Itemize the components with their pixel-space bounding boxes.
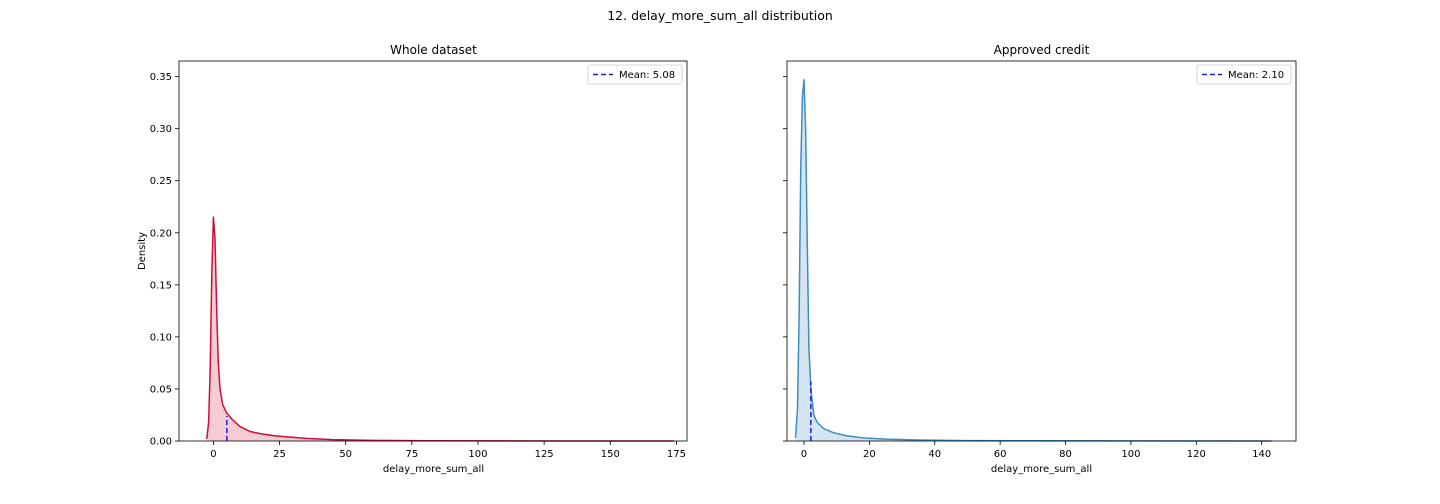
y-tick-label: 0.20	[150, 228, 172, 239]
x-tick-label: 100	[1121, 449, 1140, 460]
x-tick-label: 120	[1187, 449, 1206, 460]
x-tick-label: 50	[339, 449, 352, 460]
legend-mean-label: Mean: 5.08	[619, 70, 675, 81]
chart-panel-whole-dataset: Whole dataset delay_more_sum_all Density…	[137, 43, 688, 475]
density-line	[206, 216, 674, 442]
legend: Mean: 2.10	[1196, 64, 1292, 85]
y-tick-label: 0.00	[150, 437, 172, 448]
x-tick-label: 140	[1252, 449, 1271, 460]
x-tick-label: 25	[273, 449, 286, 460]
chart-panel-approved-credit: Approved credit delay_more_sum_all 0 20 40…	[783, 43, 1297, 475]
figure-suptitle: 12. delay_more_sum_all distribution	[607, 8, 833, 23]
x-tick-label: 60	[994, 449, 1007, 460]
legend-box	[1196, 64, 1292, 85]
x-tick-label: 40	[928, 449, 941, 460]
x-axis-label: delay_more_sum_all	[991, 464, 1092, 475]
density-fill	[206, 217, 674, 441]
y-tick-label: 0.15	[150, 280, 172, 291]
x-tick-label: 20	[863, 449, 876, 460]
legend-mean-label: Mean: 2.10	[1228, 70, 1284, 81]
x-tick-label: 0	[801, 449, 807, 460]
y-axis-label: Density	[137, 232, 148, 270]
x-tick-label: 75	[405, 449, 418, 460]
y-tick-label: 0.25	[150, 176, 172, 187]
y-tick-label: 0.30	[150, 124, 172, 135]
x-axis-label: delay_more_sum_all	[383, 464, 484, 475]
y-tick-label: 0.35	[150, 72, 172, 83]
x-tick-label: 0	[210, 449, 216, 460]
chart-title: Approved credit	[994, 43, 1090, 57]
legend: Mean: 5.08	[587, 64, 683, 85]
x-tick-label: 80	[1059, 449, 1072, 460]
plot-frame	[178, 60, 688, 442]
y-tick-label: 0.05	[150, 384, 172, 395]
y-tick-label: 0.10	[150, 332, 172, 343]
legend-box	[587, 64, 683, 85]
x-tick-label: 100	[468, 449, 487, 460]
plot-frame	[786, 60, 1297, 442]
chart-title: Whole dataset	[390, 43, 477, 57]
density-line	[794, 78, 1272, 442]
x-tick-label: 125	[535, 449, 554, 460]
x-tick-label: 150	[601, 449, 620, 460]
x-tick-label: 175	[667, 449, 686, 460]
density-fill	[795, 79, 1272, 442]
